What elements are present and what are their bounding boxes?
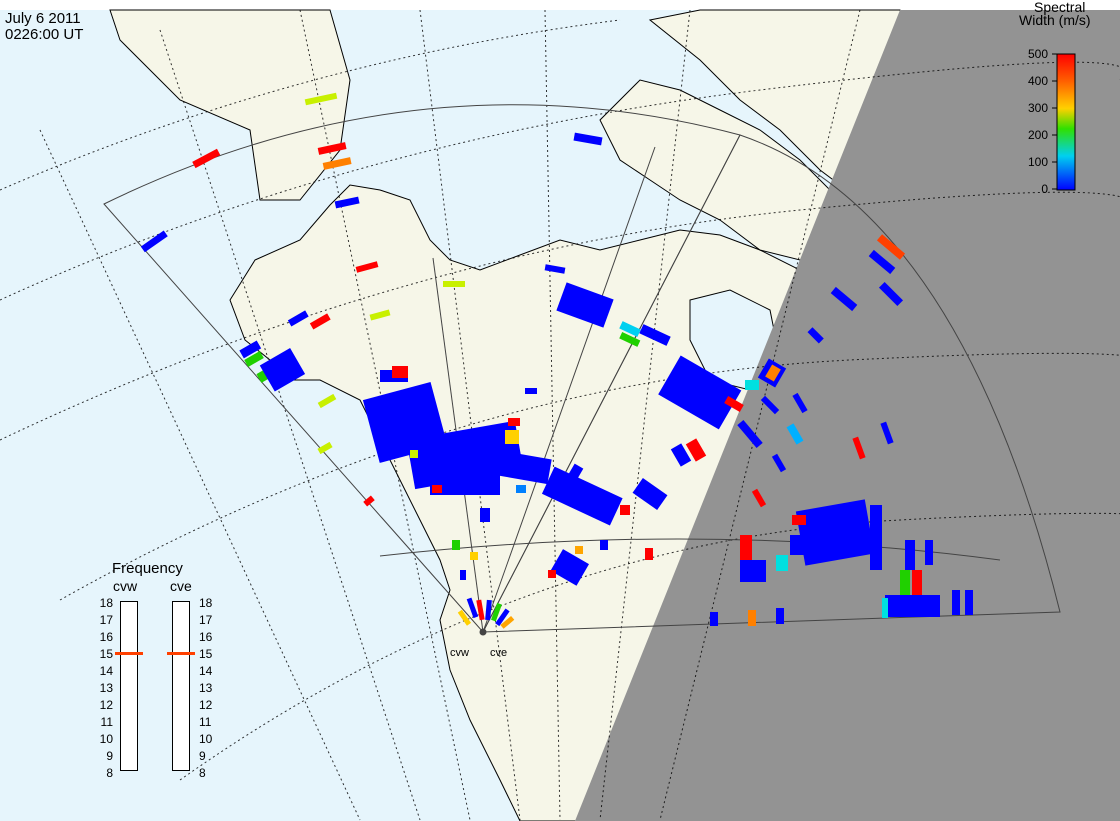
freq-tick: 15 <box>199 648 219 660</box>
freq-tick: 8 <box>93 767 113 779</box>
freq-tick: 14 <box>93 665 113 677</box>
radar-site-label-cve: cve <box>490 648 507 659</box>
freq-tick: 10 <box>93 733 113 745</box>
freq-tick: 11 <box>93 716 113 728</box>
frequency-marker-cve <box>167 652 195 655</box>
colorbar-tick: 500 <box>1028 48 1048 60</box>
colorbar-tick: 300 <box>1028 102 1048 114</box>
radar-site-marker <box>480 629 487 636</box>
freq-tick: 16 <box>93 631 113 643</box>
colorbar-tick: 0 <box>1028 183 1048 195</box>
freq-tick: 15 <box>93 648 113 660</box>
freq-tick: 18 <box>93 597 113 609</box>
freq-tick: 11 <box>199 716 219 728</box>
freq-tick: 9 <box>93 750 113 762</box>
freq-tick: 17 <box>199 614 219 626</box>
freq-tick: 9 <box>199 750 219 762</box>
radar-site-label-cvw: cvw <box>450 648 469 659</box>
freq-tick: 13 <box>199 682 219 694</box>
time-label: 0226:00 UT <box>5 27 83 42</box>
freq-tick: 12 <box>93 699 113 711</box>
frequency-radar-cve: cve <box>170 579 192 594</box>
frequency-bar-cve <box>172 601 190 771</box>
frequency-marker-cvw <box>115 652 143 655</box>
colorbar-tick: 200 <box>1028 129 1048 141</box>
date-label: July 6 2011 <box>5 11 81 26</box>
colorbar-gradient <box>1057 54 1075 190</box>
freq-tick: 18 <box>199 597 219 609</box>
frequency-bar-cvw <box>120 601 138 771</box>
frequency-radar-cvw: cvw <box>113 579 137 594</box>
colorbar-title-2: Width (m/s) <box>1019 13 1091 28</box>
colorbar-tick: 100 <box>1028 156 1048 168</box>
freq-tick: 16 <box>199 631 219 643</box>
freq-tick: 17 <box>93 614 113 626</box>
frequency-title: Frequency <box>112 561 183 576</box>
freq-tick: 13 <box>93 682 113 694</box>
freq-tick: 10 <box>199 733 219 745</box>
freq-tick: 12 <box>199 699 219 711</box>
colorbar-tick: 400 <box>1028 75 1048 87</box>
freq-tick: 14 <box>199 665 219 677</box>
freq-tick: 8 <box>199 767 219 779</box>
